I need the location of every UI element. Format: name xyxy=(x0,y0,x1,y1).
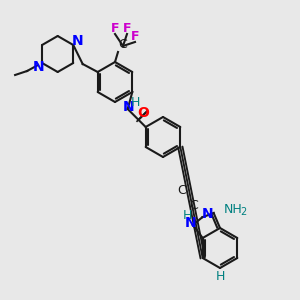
Text: F: F xyxy=(131,31,139,44)
Text: F: F xyxy=(111,22,119,35)
Text: N: N xyxy=(123,100,134,114)
Text: H: H xyxy=(215,269,225,283)
Text: H: H xyxy=(131,95,140,109)
Text: N: N xyxy=(32,60,44,74)
Text: C: C xyxy=(189,199,198,212)
Text: H: H xyxy=(183,208,193,221)
Text: N: N xyxy=(185,216,197,230)
Text: O: O xyxy=(137,106,149,120)
Text: N: N xyxy=(71,34,83,48)
Text: C: C xyxy=(118,38,127,50)
Text: NH: NH xyxy=(224,202,242,215)
Text: F: F xyxy=(123,22,131,35)
Text: C: C xyxy=(177,184,186,197)
Text: N: N xyxy=(202,207,213,221)
Text: 2: 2 xyxy=(241,207,247,217)
